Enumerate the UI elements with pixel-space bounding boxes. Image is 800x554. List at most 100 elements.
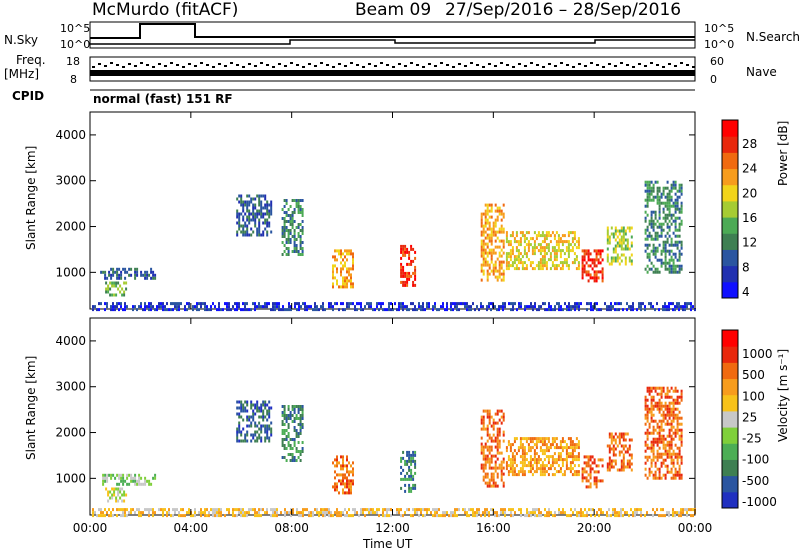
echo-cell xyxy=(192,514,194,518)
echo-cell xyxy=(342,488,344,492)
echo-cell xyxy=(283,432,286,435)
echo-cell xyxy=(340,455,342,459)
echo-cell xyxy=(622,247,625,251)
echo-cell xyxy=(420,508,422,512)
echo-cell xyxy=(250,406,253,410)
echo-cell xyxy=(494,266,497,270)
echo-cell xyxy=(238,194,241,198)
echo-cell xyxy=(301,214,304,217)
nave-mark xyxy=(350,62,353,64)
echo-cell xyxy=(128,482,131,486)
echo-cell xyxy=(490,209,493,213)
x-tick-label: 00:00 xyxy=(678,521,713,535)
echo-cell xyxy=(148,302,150,306)
echo-cell xyxy=(668,234,671,238)
echo-cell xyxy=(138,514,140,518)
echo-cell xyxy=(250,403,253,407)
echo-cell xyxy=(482,424,485,428)
echo-cell xyxy=(256,430,259,434)
echo-cell xyxy=(216,511,218,515)
echo-cell xyxy=(264,400,267,404)
echo-cell xyxy=(158,508,160,512)
echo-cell xyxy=(482,445,485,449)
echo-cell xyxy=(252,412,255,416)
echo-cell xyxy=(414,459,417,463)
echo-cell xyxy=(670,476,673,480)
echo-cell xyxy=(571,261,574,265)
echo-cell xyxy=(408,477,411,481)
echo-cell xyxy=(577,443,580,447)
echo-cell xyxy=(408,474,411,478)
echo-cell xyxy=(509,234,512,238)
echo-cell xyxy=(505,255,508,259)
echo-cell xyxy=(283,223,286,226)
echo-cell xyxy=(236,302,238,306)
colorbar-tick-label: -500 xyxy=(742,474,769,488)
echo-cell xyxy=(250,218,253,222)
echo-cell xyxy=(402,305,404,309)
echo-cell xyxy=(662,437,665,441)
echo-cell xyxy=(539,458,542,462)
echo-cell xyxy=(676,240,679,244)
echo-cell xyxy=(511,234,514,238)
echo-cell xyxy=(559,455,562,459)
echo-cell xyxy=(92,514,94,518)
echo-cell xyxy=(442,302,444,306)
echo-cell xyxy=(620,444,623,448)
echo-cell xyxy=(285,238,288,241)
echo-cell xyxy=(492,418,495,422)
echo-cell xyxy=(646,407,649,411)
echo-cell xyxy=(680,222,683,226)
echo-cell xyxy=(656,195,659,199)
echo-cell xyxy=(628,453,631,457)
echo-cell xyxy=(300,514,302,518)
echo-cell xyxy=(242,439,245,443)
echo-cell xyxy=(577,446,580,450)
echo-cell xyxy=(268,215,271,219)
echo-cell xyxy=(266,508,268,512)
echo-cell xyxy=(134,270,137,274)
echo-cell xyxy=(680,243,683,247)
echo-cell xyxy=(498,275,501,279)
echo-cell xyxy=(672,419,675,423)
echo-cell xyxy=(525,267,528,271)
echo-cell xyxy=(125,281,128,285)
echo-cell xyxy=(608,444,611,448)
echo-cell xyxy=(517,243,520,247)
echo-cell xyxy=(668,410,671,414)
echo-cell xyxy=(486,233,489,237)
echo-cell xyxy=(610,259,613,263)
echo-cell xyxy=(242,224,245,228)
echo-cell xyxy=(664,302,666,306)
echo-cell xyxy=(156,308,158,312)
echo-cell xyxy=(352,267,354,271)
echo-cell xyxy=(236,209,239,213)
echo-cell xyxy=(543,264,546,268)
echo-cell xyxy=(406,462,409,466)
echo-cell xyxy=(328,508,330,512)
echo-cell xyxy=(258,200,261,204)
echo-cell xyxy=(242,508,244,512)
nave-mark xyxy=(326,64,329,66)
echo-cell xyxy=(270,212,273,216)
colorbar-tick-label: 25 xyxy=(742,410,757,424)
echo-cell xyxy=(236,233,239,237)
echo-cell xyxy=(622,238,625,242)
echo-cell xyxy=(541,231,544,235)
echo-cell xyxy=(654,401,657,405)
echo-cell xyxy=(652,198,655,202)
echo-cell xyxy=(537,437,540,441)
echo-cell xyxy=(640,508,642,512)
echo-cell xyxy=(258,421,261,425)
echo-cell xyxy=(646,195,649,199)
echo-cell xyxy=(539,249,542,253)
echo-cell xyxy=(406,271,409,275)
echo-cell xyxy=(164,508,166,512)
echo-cell xyxy=(378,302,380,306)
echo-cell xyxy=(567,240,570,244)
echo-cell xyxy=(214,508,216,512)
echo-cell xyxy=(539,470,542,474)
echo-cell xyxy=(226,308,228,312)
echo-cell xyxy=(654,511,656,515)
